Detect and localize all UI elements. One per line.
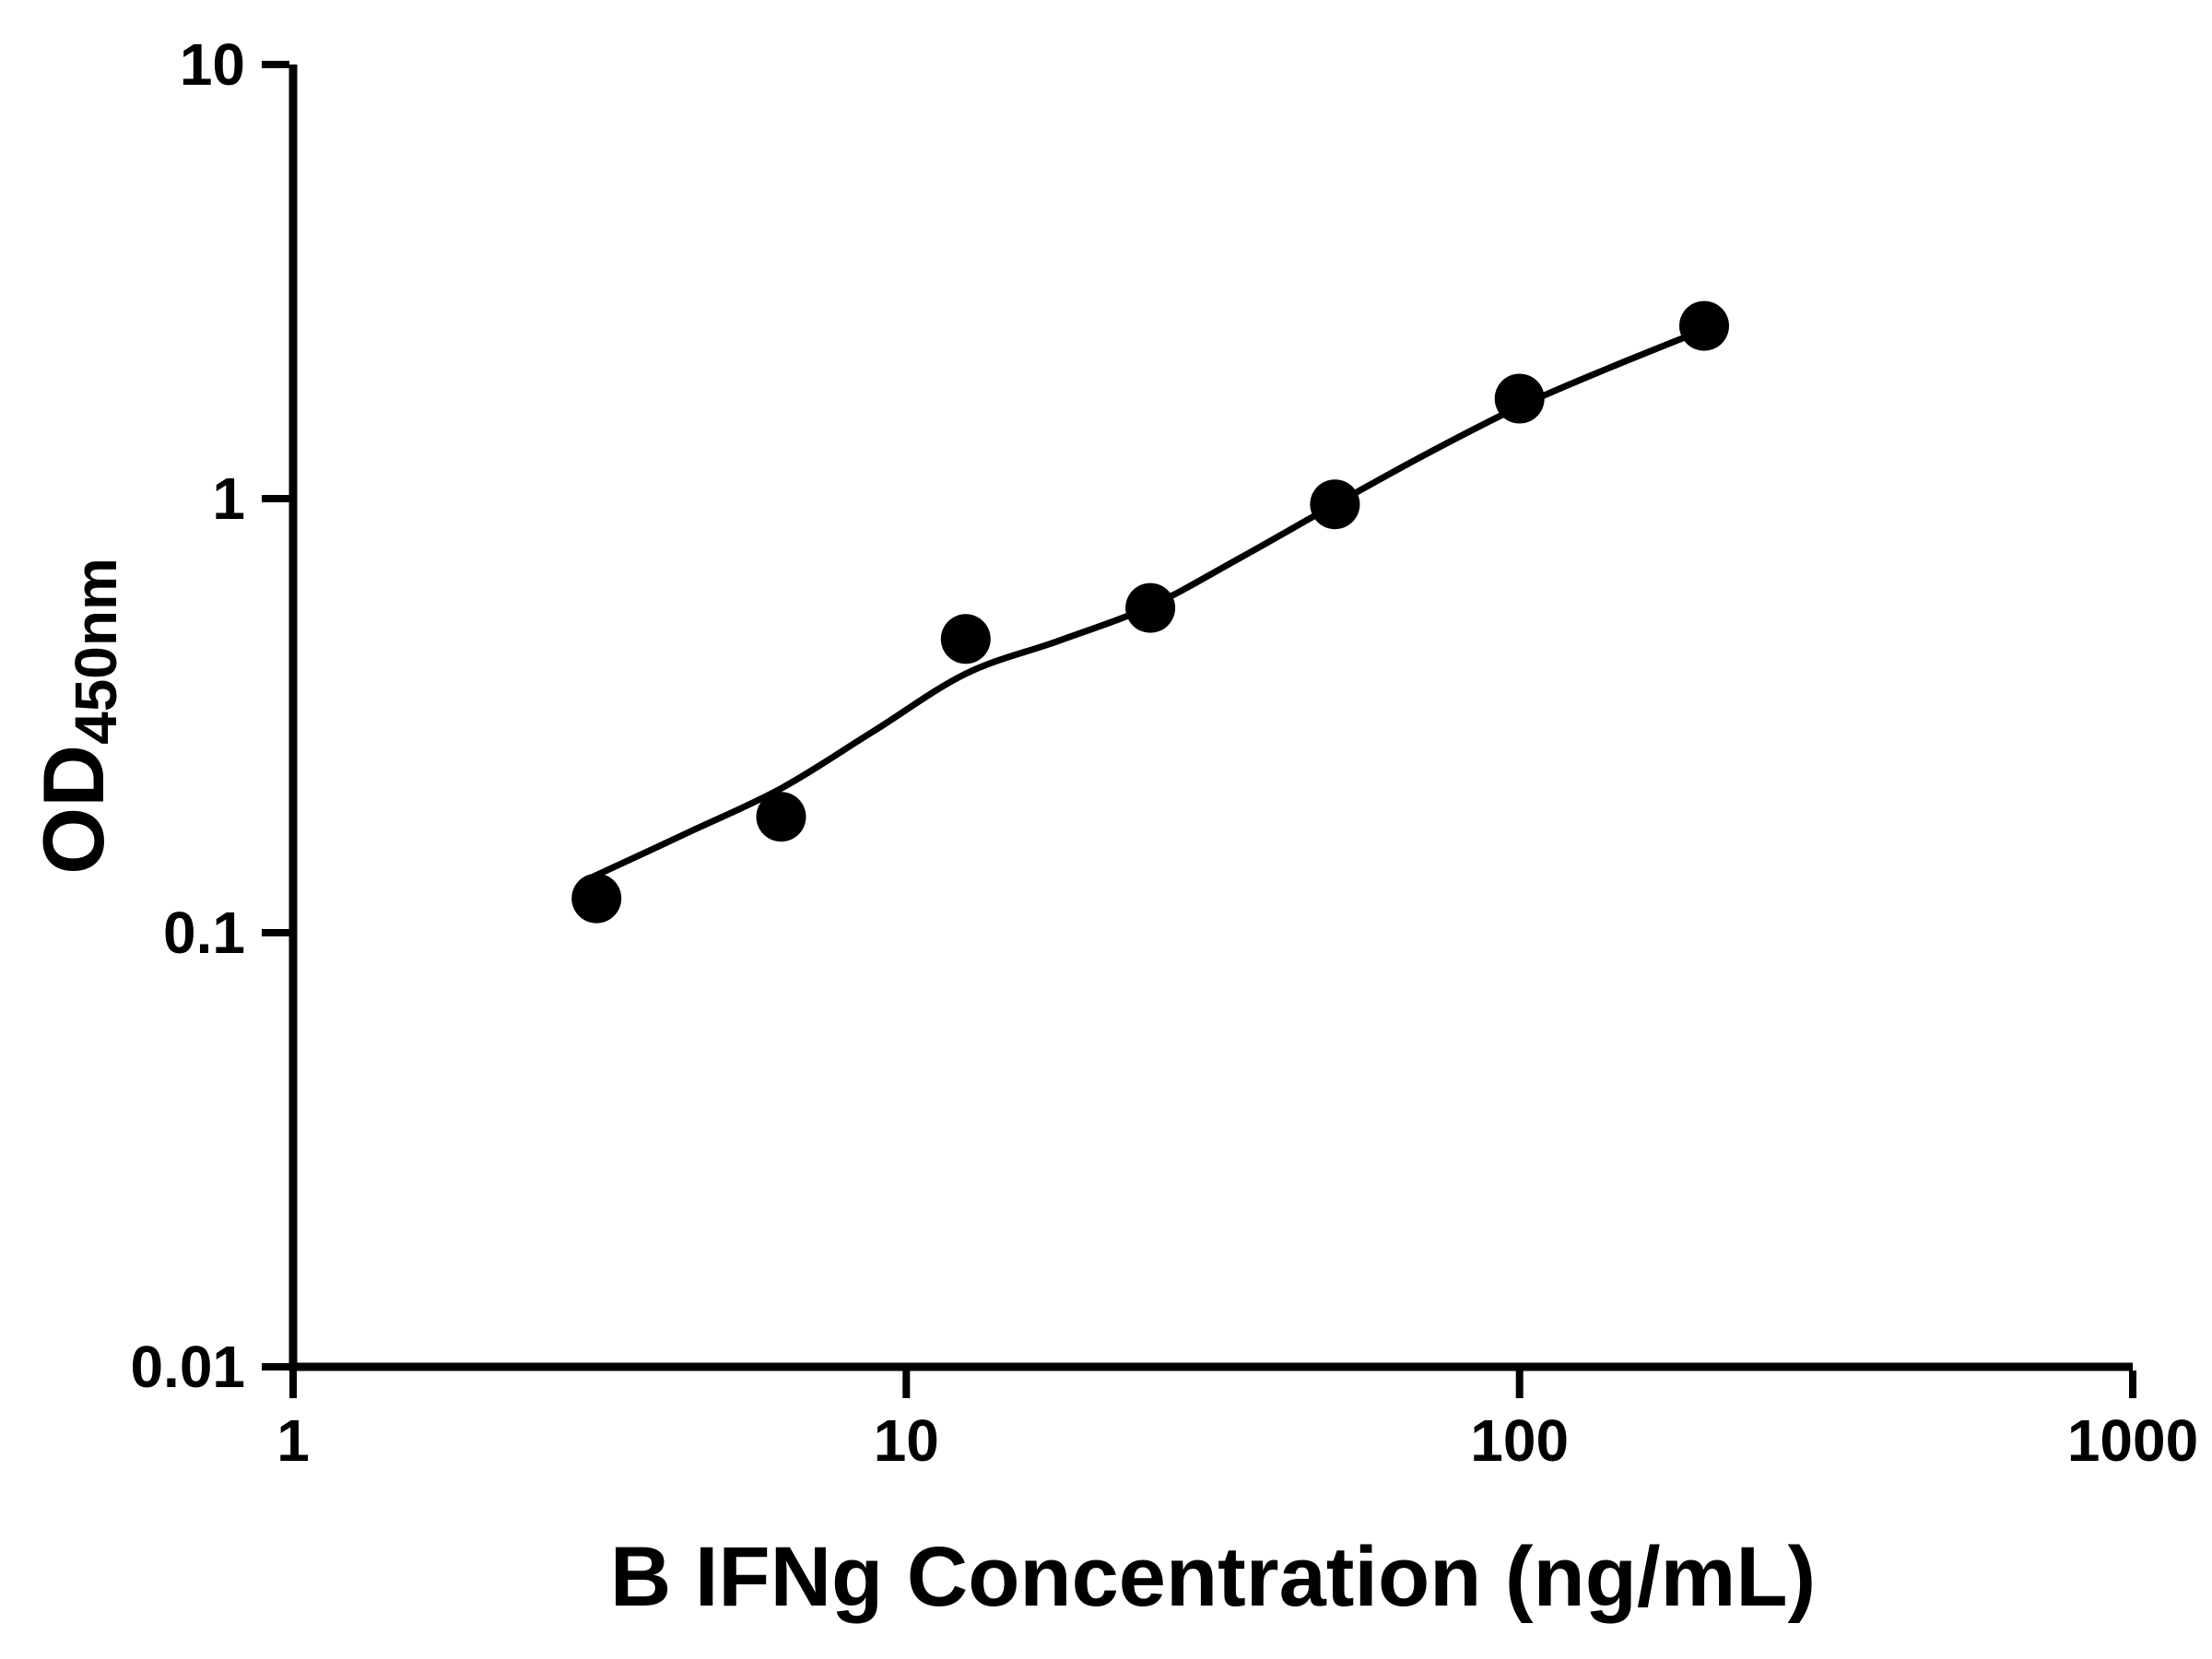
y-tick-label: 1: [212, 465, 245, 532]
data-point: [1494, 373, 1545, 424]
y-tick-label: 10: [180, 31, 245, 98]
y-axis-title-main: OD: [25, 745, 122, 875]
data-point: [940, 614, 991, 665]
x-tick-label: 1: [276, 1407, 310, 1474]
x-tick-label: 100: [1470, 1407, 1569, 1474]
y-tick-label: 0.01: [130, 1334, 245, 1400]
y-tick-label: 0.1: [163, 900, 245, 966]
data-point: [1125, 582, 1176, 633]
y-axis-title: OD450nm: [25, 558, 129, 875]
data-point: [756, 792, 806, 842]
x-axis-title: B IFNg Concentration (ng/mL): [610, 1530, 1816, 1624]
plot-layer: 1 10 100 1000 0.01 0.1 1 10: [130, 31, 2198, 1474]
x-tick-label: 1000: [2067, 1407, 2198, 1474]
data-point: [1679, 300, 1729, 351]
x-tick-label: 10: [874, 1407, 939, 1474]
y-axis-title-sub: 450nm: [63, 558, 129, 745]
data-point: [571, 873, 622, 924]
data-point: [1310, 479, 1360, 530]
axes-spines: [288, 65, 2133, 1371]
